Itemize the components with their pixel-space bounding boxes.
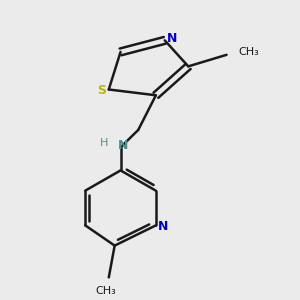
Text: N: N — [158, 220, 168, 233]
Text: CH₃: CH₃ — [95, 286, 116, 296]
Text: N: N — [167, 32, 177, 45]
Text: CH₃: CH₃ — [238, 47, 259, 57]
Text: S: S — [97, 84, 106, 98]
Text: H: H — [100, 138, 109, 148]
Text: N: N — [118, 140, 129, 152]
